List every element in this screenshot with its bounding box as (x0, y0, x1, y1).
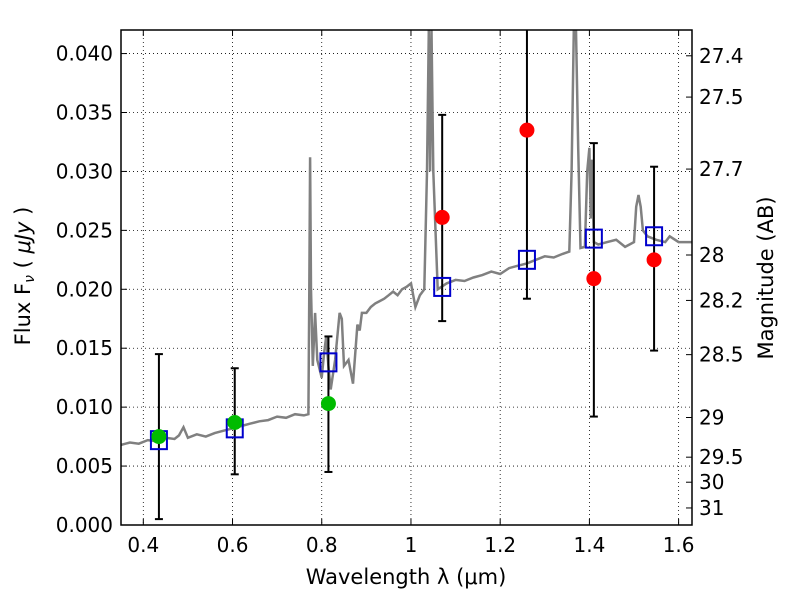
detection-point (320, 396, 336, 412)
y-tick-label: 0.025 (56, 218, 113, 242)
x-tick-label: 1.6 (663, 533, 695, 557)
markers-group (149, 122, 664, 451)
x-tick-label: 0.6 (217, 533, 249, 557)
y2-tick-label: 27.5 (699, 85, 744, 109)
model-spectrum-line (121, 30, 692, 447)
detection-point (227, 414, 243, 430)
y-tick-label: 0.040 (56, 42, 113, 66)
y2-tick-label: 31 (699, 496, 724, 520)
y-tick-label: 0.020 (56, 277, 113, 301)
y-tick-label: 0.030 (56, 159, 113, 183)
y-axis-title-close: ) (11, 207, 35, 222)
plot-frame (120, 29, 693, 526)
x-tick-label: 1.4 (573, 533, 605, 557)
y-axis-title: Flux Fν ( μJy ) (11, 207, 38, 346)
x-tick-label: 0.4 (127, 533, 159, 557)
y2-tick-label: 27.4 (699, 44, 744, 68)
y2-tick-label: 27.7 (699, 157, 744, 181)
y-tick-label: 0.010 (56, 395, 113, 419)
y2-tick-label: 30 (699, 470, 724, 494)
y2-tick-label: 28 (699, 243, 724, 267)
y-tick-label: 0.015 (56, 336, 113, 360)
model-flux-square (645, 226, 664, 247)
x-axis-title: Wavelength λ (μm) (306, 565, 507, 589)
y-tick-label: 0.035 (56, 101, 113, 125)
model-flux-square (433, 276, 452, 297)
limit-point (434, 209, 450, 225)
limit-point (646, 252, 662, 268)
ticks-group: 0.4 0.6 0.8 1 1.2 1.4 1.6 0.000 0.005 0.010 0.015 0… (56, 30, 744, 557)
model-flux-square (517, 249, 536, 270)
model-flux-square (584, 228, 603, 249)
y2-tick-label: 28.2 (699, 288, 744, 312)
limit-point (519, 122, 535, 138)
detection-point (151, 429, 167, 445)
y-axis-title-main: Flux F (11, 283, 35, 345)
error-bars-group (154, 30, 659, 521)
model-flux-square (319, 352, 338, 373)
y-tick-label: 0.005 (56, 454, 113, 478)
y-axis-title-sub: ν (22, 275, 38, 283)
model-spectrum-group (121, 30, 692, 447)
grid-lines (121, 30, 692, 526)
y2-tick-label: 28.5 (699, 343, 744, 367)
y-axis-title-unit: μJy (11, 221, 35, 255)
y2-tick-label: 29.5 (699, 445, 744, 469)
x-tick-label: 1 (405, 533, 418, 557)
y-axis-title-open: ( (11, 254, 35, 276)
y-tick-label: 0.000 (56, 513, 113, 537)
x-tick-label: 1.2 (484, 533, 516, 557)
x-tick-label: 0.8 (306, 533, 338, 557)
y2-tick-label: 29 (699, 406, 724, 430)
y2-axis-title: Magnitude (AB) (754, 196, 778, 359)
limit-point (586, 271, 602, 287)
